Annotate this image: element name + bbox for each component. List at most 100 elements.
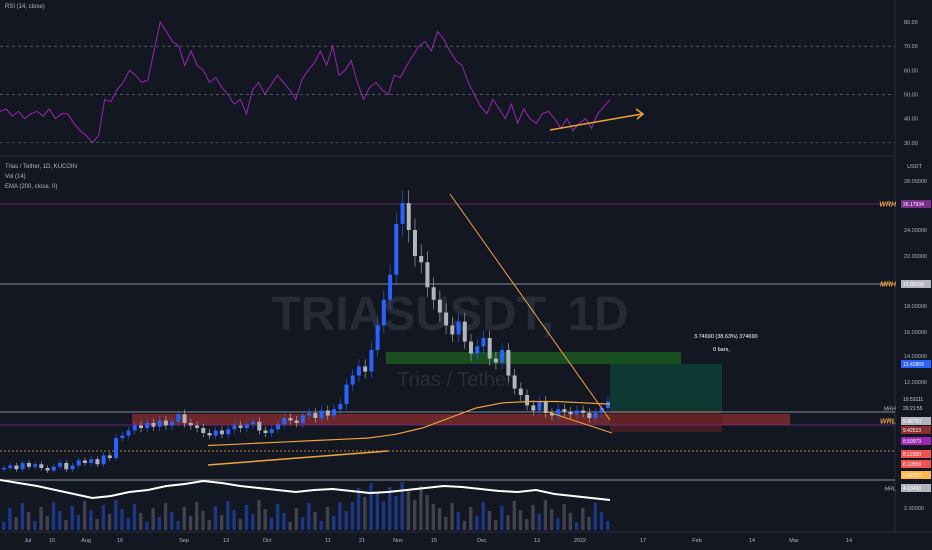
volume-bar bbox=[201, 511, 205, 530]
candle-body bbox=[506, 350, 511, 376]
time-tick-label: 13 bbox=[534, 538, 540, 544]
candle-body bbox=[120, 435, 125, 438]
volume-bar bbox=[375, 492, 380, 530]
candle-body bbox=[431, 287, 436, 300]
volume-bar bbox=[33, 521, 37, 530]
price-tag-value: 19.88158 bbox=[903, 282, 924, 288]
volume-bar bbox=[58, 511, 62, 530]
price-tag-value: 4.13490 bbox=[903, 486, 921, 492]
time-tick-label: 2022 bbox=[574, 538, 586, 544]
candle-body bbox=[219, 430, 224, 435]
candle-body bbox=[163, 420, 168, 426]
rsi-tick-label: 30.00 bbox=[904, 141, 918, 147]
candle-body bbox=[89, 459, 94, 463]
candle-body bbox=[394, 223, 399, 275]
volume-bar bbox=[506, 515, 510, 530]
volume-bar bbox=[45, 516, 49, 530]
candle-body bbox=[39, 464, 44, 468]
time-axis: Jul 15 Aug 16 Sep 13 Oct 11 21 Nov 15 Dec 13 2022 17 Fe… bbox=[24, 538, 852, 544]
volume-bar bbox=[431, 504, 436, 530]
candle-body bbox=[275, 424, 280, 430]
candles bbox=[2, 190, 610, 473]
price-tag-value: 8.12300 bbox=[903, 452, 921, 458]
rsi-line bbox=[0, 20, 611, 144]
volume-bar bbox=[500, 506, 504, 530]
candle-body bbox=[251, 421, 256, 425]
candle-body bbox=[300, 415, 305, 423]
volume-bar bbox=[481, 502, 485, 530]
candle-body bbox=[76, 460, 81, 466]
candle-body bbox=[556, 409, 561, 416]
candle-body bbox=[487, 338, 492, 359]
candle-body bbox=[406, 203, 411, 230]
volume-bar bbox=[412, 500, 417, 530]
volume-bar bbox=[394, 496, 398, 530]
price-tag bbox=[901, 395, 931, 403]
main-title: Trias / Tether, 1D, KUCOIN bbox=[5, 164, 78, 170]
candle-body bbox=[238, 425, 243, 428]
ema-series bbox=[207, 400, 611, 447]
volume-bar bbox=[39, 507, 43, 530]
candle-body bbox=[562, 409, 567, 412]
time-tick-label: 15 bbox=[431, 538, 437, 544]
candle-body bbox=[182, 414, 187, 423]
volume-bar bbox=[313, 512, 317, 530]
time-tick-label: 14 bbox=[749, 538, 755, 544]
volume-bar bbox=[2, 522, 6, 530]
downtrend-line bbox=[449, 193, 611, 421]
volume-bar bbox=[101, 505, 106, 530]
measure-box-lower bbox=[610, 411, 722, 432]
candle-body bbox=[444, 312, 449, 326]
candle-body bbox=[375, 325, 380, 350]
measure-sub: 0 bars, bbox=[713, 347, 730, 353]
volume-bar bbox=[207, 520, 211, 530]
volume-bar bbox=[487, 511, 492, 530]
price-tick-label: 14.00000 bbox=[904, 354, 927, 360]
candle-body bbox=[64, 463, 69, 470]
time-tick-label: Nov bbox=[393, 538, 403, 544]
price-tag-value: 9.42513 bbox=[903, 428, 921, 434]
price-tick-label: 12.00000 bbox=[904, 380, 927, 386]
candle-body bbox=[593, 413, 598, 418]
candle-body bbox=[263, 430, 268, 433]
candle-body bbox=[344, 384, 349, 405]
price-tag-value: 9.48730 bbox=[903, 419, 921, 425]
volume-bar bbox=[568, 513, 573, 530]
candle-body bbox=[307, 413, 312, 416]
volume-bar bbox=[437, 508, 442, 530]
candle-body bbox=[543, 401, 548, 413]
volume-bar bbox=[76, 515, 81, 530]
price-tag bbox=[901, 280, 931, 288]
price-tag bbox=[901, 417, 931, 425]
volume-bar bbox=[151, 508, 155, 530]
candle-body bbox=[132, 425, 137, 431]
level-name: WRL bbox=[880, 419, 896, 426]
volume-bar bbox=[64, 520, 68, 530]
volume-bar bbox=[251, 514, 255, 530]
candle-body bbox=[26, 463, 31, 467]
volume-bar bbox=[587, 517, 591, 530]
candle-body bbox=[226, 429, 231, 435]
volume-bar bbox=[300, 517, 305, 530]
candle-body bbox=[269, 429, 274, 433]
volume-bar bbox=[556, 518, 560, 530]
volume-bar bbox=[288, 522, 292, 530]
candle-body bbox=[95, 459, 100, 465]
candle-body bbox=[350, 375, 355, 385]
candle-body bbox=[493, 358, 498, 363]
candle-body bbox=[232, 425, 237, 430]
candle-body bbox=[45, 468, 50, 471]
candle-body bbox=[213, 430, 218, 436]
candle-body bbox=[469, 341, 474, 354]
level-name: MRH bbox=[883, 407, 896, 413]
candle-body bbox=[587, 413, 592, 418]
price-tag bbox=[901, 200, 931, 208]
volume-bar bbox=[89, 510, 93, 530]
price-tick-label: 16.00000 bbox=[904, 330, 927, 336]
candle-body bbox=[207, 433, 212, 436]
candle-body bbox=[70, 465, 75, 470]
price-tag-value: 8.10558 bbox=[903, 462, 921, 468]
volume-bar bbox=[518, 510, 523, 530]
level-name: MRH bbox=[880, 282, 897, 289]
candle-body bbox=[294, 420, 299, 423]
